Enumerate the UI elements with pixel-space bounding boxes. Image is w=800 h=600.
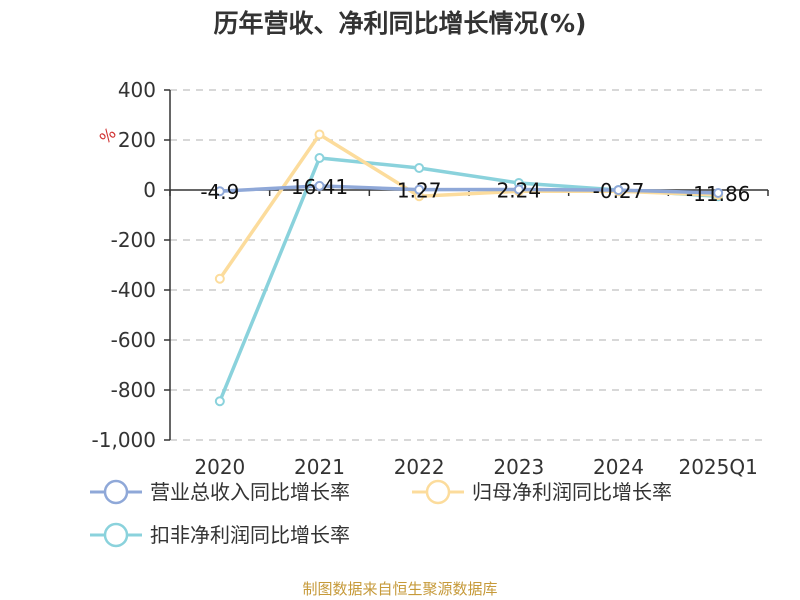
- y-tick-label: -600: [111, 328, 156, 352]
- legend-marker: [103, 522, 129, 548]
- legend-marker: [425, 479, 451, 505]
- y-tick-label: 400: [118, 78, 156, 102]
- x-tick-label: 2022: [394, 455, 445, 479]
- data-label: 2.24: [497, 178, 542, 202]
- data-point: [314, 153, 325, 163]
- data-point: [214, 396, 225, 407]
- x-tick-label: 2023: [493, 455, 544, 479]
- series-line: [218, 132, 719, 280]
- data-label: -11.86: [686, 182, 750, 206]
- legend-item[interactable]: 归母净利润同比增长率: [412, 479, 672, 505]
- data-point: [414, 184, 425, 195]
- data-point: [214, 273, 225, 284]
- data-label: 16.41: [291, 175, 348, 199]
- x-tick-label: 2021: [294, 455, 345, 479]
- legend-marker: [103, 479, 129, 505]
- axes: 400 200 0 -200 -400 -600 -800 -1,000% 2020 2021 20…: [92, 78, 769, 479]
- data-label: -0.27: [593, 179, 645, 203]
- y-tick-label: -1,000: [92, 428, 156, 452]
- series-line: [219, 184, 719, 195]
- y-axis-unit: %: [96, 124, 120, 148]
- legend-label: 营业总收入同比增长率: [150, 480, 350, 504]
- data-point: [513, 184, 524, 195]
- data-point: [414, 163, 425, 173]
- legend-item[interactable]: 扣非净利润同比增长率: [90, 522, 350, 548]
- series-lines: [214, 129, 724, 407]
- y-tick-label: 200: [118, 128, 156, 152]
- data-label: 1.27: [397, 179, 442, 203]
- legend-item[interactable]: 营业总收入同比增长率: [90, 479, 350, 505]
- source-note: 制图数据来自恒生聚源数据库: [302, 580, 498, 598]
- y-tick-label: 0: [143, 178, 156, 202]
- data-point: [314, 180, 325, 191]
- x-tick-label: 2024: [593, 455, 644, 479]
- data-labels: -4.9 16.41 1.27 2.24 -0.27 -11.86: [200, 175, 750, 206]
- grid-lines: [170, 89, 768, 441]
- data-point: [613, 185, 624, 196]
- data-point: [214, 186, 225, 197]
- legend-label: 归母净利润同比增长率: [472, 480, 672, 504]
- x-tick-label: 2020: [194, 455, 245, 479]
- x-tick-label: 2025Q1: [678, 455, 757, 479]
- chart-title: 历年营收、净利同比增长情况(%): [213, 9, 587, 38]
- data-label: -4.9: [200, 180, 239, 204]
- y-tick-label: -400: [111, 278, 156, 302]
- y-tick-label: -800: [111, 378, 156, 402]
- legend-label: 扣非净利润同比增长率: [150, 523, 350, 547]
- data-point: [314, 129, 325, 140]
- y-tick-label: -200: [111, 228, 156, 252]
- data-point: [713, 187, 724, 198]
